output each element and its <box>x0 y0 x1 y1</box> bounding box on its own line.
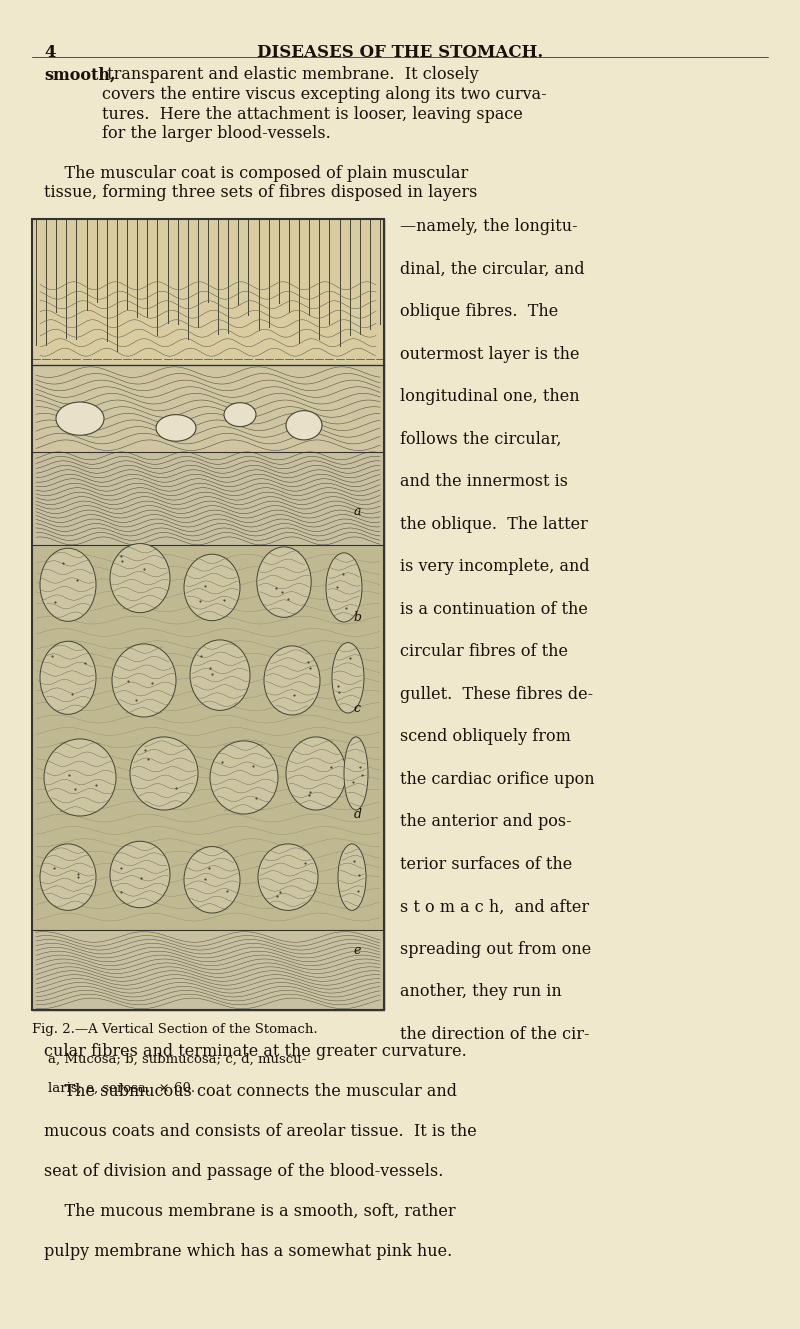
Text: mucous coats and consists of areolar tissue.  It is the: mucous coats and consists of areolar tis… <box>44 1123 477 1140</box>
Text: circular fibres of the: circular fibres of the <box>400 643 568 661</box>
Text: outermost layer is the: outermost layer is the <box>400 346 579 363</box>
Ellipse shape <box>110 841 170 908</box>
Text: gullet.  These fibres de-: gullet. These fibres de- <box>400 686 593 703</box>
Text: seat of division and passage of the blood-vessels.: seat of division and passage of the bloo… <box>44 1163 443 1180</box>
Ellipse shape <box>286 736 346 811</box>
FancyBboxPatch shape <box>32 219 384 1010</box>
Text: longitudinal one, then: longitudinal one, then <box>400 388 580 405</box>
Text: spreading out from one: spreading out from one <box>400 941 591 958</box>
Text: pulpy membrane which has a somewhat pink hue.: pulpy membrane which has a somewhat pink… <box>44 1243 452 1260</box>
Ellipse shape <box>56 401 104 436</box>
Text: 4: 4 <box>44 44 55 61</box>
Bar <box>32 365 384 452</box>
Ellipse shape <box>344 736 368 811</box>
Ellipse shape <box>184 554 240 621</box>
Text: —namely, the longitu-: —namely, the longitu- <box>400 218 578 235</box>
Ellipse shape <box>40 548 96 621</box>
Text: The submucous coat connects the muscular and: The submucous coat connects the muscular… <box>44 1083 457 1100</box>
Text: The muscular coat is composed of plain muscular
tissue, forming three sets of fi: The muscular coat is composed of plain m… <box>44 165 478 202</box>
Text: another, they run in: another, they run in <box>400 983 562 1001</box>
Text: b: b <box>354 611 362 625</box>
Text: DISEASES OF THE STOMACH.: DISEASES OF THE STOMACH. <box>257 44 543 61</box>
Ellipse shape <box>286 411 322 440</box>
Ellipse shape <box>257 548 311 617</box>
Text: d: d <box>354 808 362 821</box>
Ellipse shape <box>40 641 96 715</box>
Ellipse shape <box>44 739 116 816</box>
Bar <box>32 219 384 1010</box>
Text: c: c <box>354 702 361 715</box>
Text: the direction of the cir-: the direction of the cir- <box>400 1026 590 1043</box>
Text: Fig. 2.—A Vertical Section of the Stomach.: Fig. 2.—A Vertical Section of the Stomac… <box>32 1023 318 1037</box>
Bar <box>32 452 384 545</box>
Text: The mucous membrane is a smooth, soft, rather: The mucous membrane is a smooth, soft, r… <box>44 1203 456 1220</box>
Ellipse shape <box>332 643 364 712</box>
Text: oblique fibres.  The: oblique fibres. The <box>400 303 558 320</box>
Ellipse shape <box>110 544 170 613</box>
Text: cular fibres and terminate at the greater curvature.: cular fibres and terminate at the greate… <box>44 1043 466 1061</box>
Ellipse shape <box>210 742 278 813</box>
Ellipse shape <box>224 403 256 427</box>
Text: a, Mucosa; b, submucosa; c, d, muscu-: a, Mucosa; b, submucosa; c, d, muscu- <box>48 1053 306 1066</box>
Ellipse shape <box>184 847 240 913</box>
Text: and the innermost is: and the innermost is <box>400 473 568 490</box>
Text: dinal, the circular, and: dinal, the circular, and <box>400 260 585 278</box>
Text: e: e <box>354 944 361 957</box>
Text: the oblique.  The latter: the oblique. The latter <box>400 516 588 533</box>
Bar <box>32 219 384 365</box>
Text: scend obliquely from: scend obliquely from <box>400 728 571 746</box>
Text: laris; e, serosa.  × 60.: laris; e, serosa. × 60. <box>48 1082 195 1095</box>
Text: the cardiac orifice upon: the cardiac orifice upon <box>400 771 594 788</box>
Ellipse shape <box>130 736 198 811</box>
Text: s t o m a c h,  and after: s t o m a c h, and after <box>400 898 589 916</box>
Text: is a continuation of the: is a continuation of the <box>400 601 588 618</box>
Bar <box>32 545 384 930</box>
Ellipse shape <box>40 844 96 910</box>
Bar <box>32 930 384 1010</box>
Text: is very incomplete, and: is very incomplete, and <box>400 558 590 575</box>
Ellipse shape <box>156 415 196 441</box>
Ellipse shape <box>190 641 250 710</box>
Text: transparent and elastic membrane.  It closely
covers the entire viscus excepting: transparent and elastic membrane. It clo… <box>102 66 547 142</box>
Ellipse shape <box>112 645 176 718</box>
Text: terior surfaces of the: terior surfaces of the <box>400 856 572 873</box>
Text: follows the circular,: follows the circular, <box>400 431 562 448</box>
Ellipse shape <box>326 553 362 622</box>
Ellipse shape <box>258 844 318 910</box>
Text: the anterior and pos-: the anterior and pos- <box>400 813 572 831</box>
Ellipse shape <box>264 646 320 715</box>
Text: a: a <box>354 505 361 518</box>
Text: smooth,: smooth, <box>44 66 115 84</box>
Ellipse shape <box>338 844 366 910</box>
